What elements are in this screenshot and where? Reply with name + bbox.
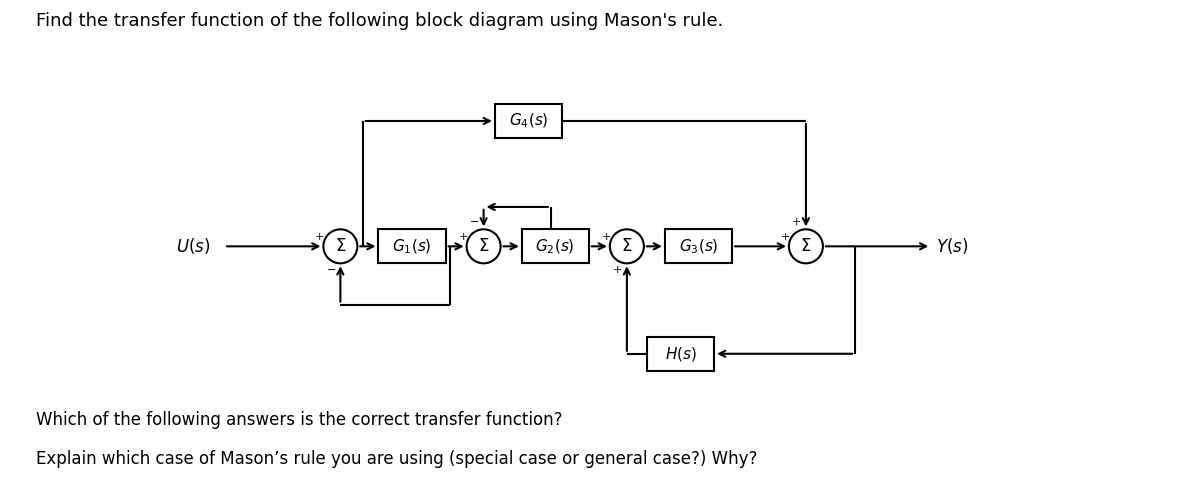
Text: $\Sigma$: $\Sigma$ — [622, 237, 632, 255]
Bar — [378, 229, 445, 263]
Text: +: + — [792, 217, 802, 227]
Text: $G_3(s)$: $G_3(s)$ — [679, 237, 719, 256]
Text: Find the transfer function of the following block diagram using Mason's rule.: Find the transfer function of the follow… — [36, 12, 724, 30]
Text: $H(s)$: $H(s)$ — [665, 345, 696, 363]
Text: $U(s)$: $U(s)$ — [176, 236, 210, 256]
Bar — [494, 104, 562, 138]
Text: $G_4(s)$: $G_4(s)$ — [509, 112, 548, 130]
Text: $\Sigma$: $\Sigma$ — [335, 237, 346, 255]
Text: Explain which case of Mason’s rule you are using (special case or general case?): Explain which case of Mason’s rule you a… — [36, 450, 757, 468]
Bar — [647, 337, 714, 371]
Text: $Y(s)$: $Y(s)$ — [936, 236, 968, 256]
Text: −: − — [326, 265, 336, 276]
Bar — [522, 229, 589, 263]
Text: $G_1(s)$: $G_1(s)$ — [392, 237, 432, 256]
Text: $\Sigma$: $\Sigma$ — [478, 237, 490, 255]
Text: +: + — [601, 232, 611, 242]
Text: +: + — [316, 232, 324, 242]
Text: −: − — [469, 217, 479, 227]
Text: $G_2(s)$: $G_2(s)$ — [535, 237, 575, 256]
Text: +: + — [458, 232, 468, 242]
Text: +: + — [613, 265, 623, 276]
Text: $\Sigma$: $\Sigma$ — [800, 237, 811, 255]
Text: +: + — [781, 232, 790, 242]
Text: Which of the following answers is the correct transfer function?: Which of the following answers is the co… — [36, 411, 563, 429]
Bar — [665, 229, 732, 263]
